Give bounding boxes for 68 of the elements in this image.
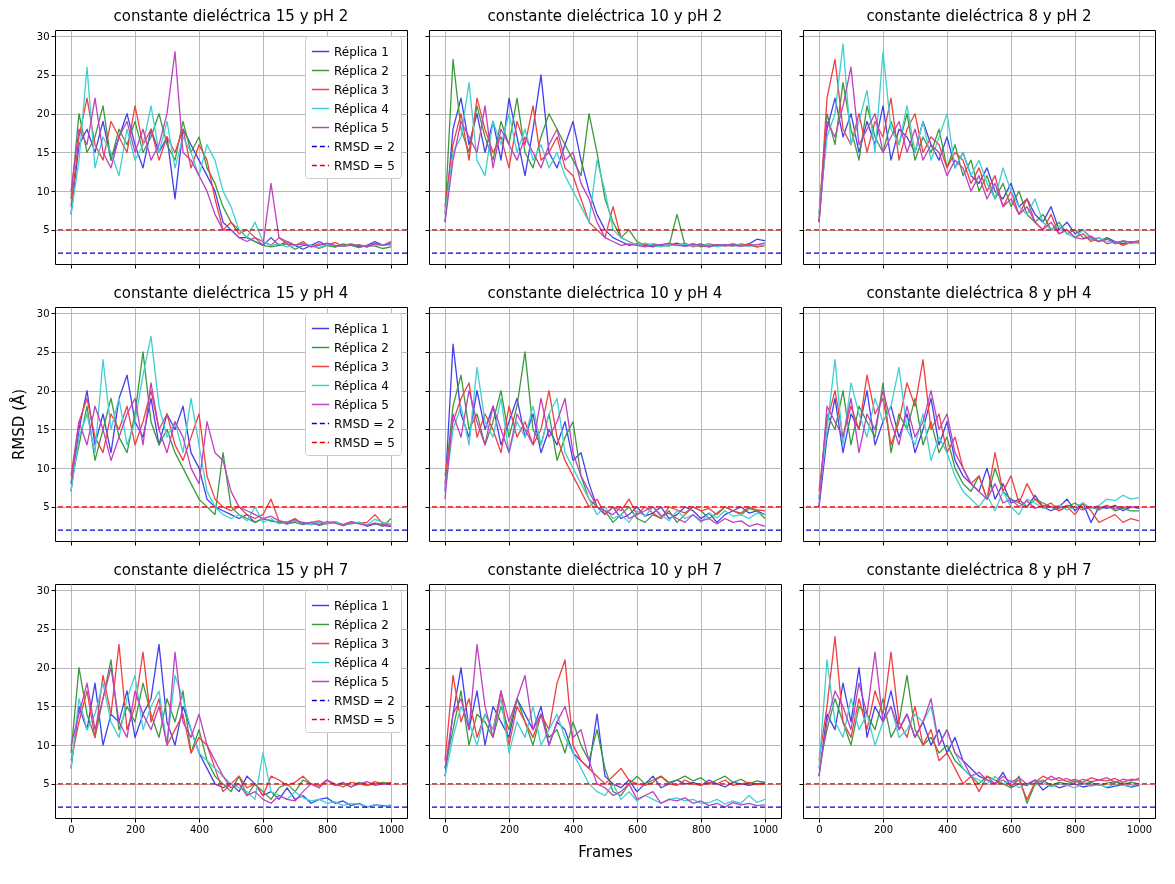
legend-label: Réplica 4 (334, 655, 389, 670)
legend-label: RMSD = 2 (334, 416, 395, 431)
y-tick-label: 25 (36, 69, 50, 81)
chart-title: constante dieléctrica 15 y pH 2 (113, 7, 349, 25)
y-tick-label: 10 (36, 739, 50, 751)
legend-label: Réplica 3 (334, 636, 389, 651)
y-tick-label: 15 (36, 700, 50, 712)
chart-title: constante dieléctrica 8 y pH 7 (866, 561, 1092, 579)
x-tick-label: 0 (442, 823, 449, 835)
x-tick-label: 200 (873, 823, 894, 835)
x-tick-label: 1000 (752, 823, 779, 835)
x-tick-label: 0 (816, 823, 823, 835)
y-tick-label: 30 (36, 30, 50, 42)
y-tick-label: 30 (36, 307, 50, 319)
legend-label: RMSD = 5 (334, 435, 395, 450)
legend-label: Réplica 5 (334, 674, 389, 689)
x-tick-label: 200 (499, 823, 520, 835)
legend-label: Réplica 5 (334, 120, 389, 135)
y-tick-label: 30 (36, 584, 50, 596)
x-tick-label: 600 (1001, 823, 1022, 835)
x-tick-label: 200 (125, 823, 146, 835)
legend-label: Réplica 2 (334, 63, 389, 78)
legend-label: Réplica 3 (334, 359, 389, 374)
y-tick-label: 25 (36, 623, 50, 635)
x-tick-label: 400 (563, 823, 584, 835)
x-tick-label: 1000 (378, 823, 405, 835)
y-tick-label: 15 (36, 146, 50, 158)
legend-label: Réplica 1 (334, 321, 389, 336)
x-tick-label: 800 (691, 823, 712, 835)
legend-label: Réplica 4 (334, 378, 389, 393)
chart-title: constante dieléctrica 8 y pH 4 (866, 284, 1092, 302)
legend-label: Réplica 1 (334, 598, 389, 613)
legend-label: Réplica 2 (334, 617, 389, 632)
x-tick-label: 0 (68, 823, 75, 835)
chart-title: constante dieléctrica 10 y pH 7 (487, 561, 723, 579)
y-tick-label: 5 (43, 224, 50, 236)
legend-label: RMSD = 2 (334, 693, 395, 708)
legend-label: RMSD = 5 (334, 712, 395, 727)
x-tick-label: 400 (189, 823, 210, 835)
y-tick-label: 5 (43, 778, 50, 790)
y-tick-label: 20 (36, 108, 50, 120)
chart-title: constante dieléctrica 10 y pH 2 (487, 7, 723, 25)
chart-title: constante dieléctrica 10 y pH 4 (487, 284, 723, 302)
legend-label: Réplica 4 (334, 101, 389, 116)
legend-label: RMSD = 5 (334, 158, 395, 173)
legend-label: Réplica 5 (334, 397, 389, 412)
x-tick-label: 800 (1065, 823, 1086, 835)
y-tick-label: 5 (43, 501, 50, 513)
legend-label: Réplica 3 (334, 82, 389, 97)
legend-label: RMSD = 2 (334, 139, 395, 154)
y-tick-label: 20 (36, 662, 50, 674)
chart-title: constante dieléctrica 15 y pH 4 (113, 284, 349, 302)
y-tick-label: 25 (36, 346, 50, 358)
y-tick-label: 10 (36, 185, 50, 197)
legend-label: Réplica 1 (334, 44, 389, 59)
x-tick-label: 800 (317, 823, 338, 835)
y-tick-label: 20 (36, 385, 50, 397)
y-tick-label: 10 (36, 462, 50, 474)
x-tick-label: 600 (627, 823, 648, 835)
chart-title: constante dieléctrica 15 y pH 7 (113, 561, 349, 579)
legend-label: Réplica 2 (334, 340, 389, 355)
x-axis-title: Frames (578, 842, 633, 861)
x-tick-label: 1000 (1126, 823, 1153, 835)
x-tick-label: 600 (253, 823, 274, 835)
x-tick-label: 400 (937, 823, 958, 835)
y-axis-title: RMSD (Å) (8, 388, 28, 461)
chart-title: constante dieléctrica 8 y pH 2 (866, 7, 1092, 25)
y-tick-label: 15 (36, 423, 50, 435)
